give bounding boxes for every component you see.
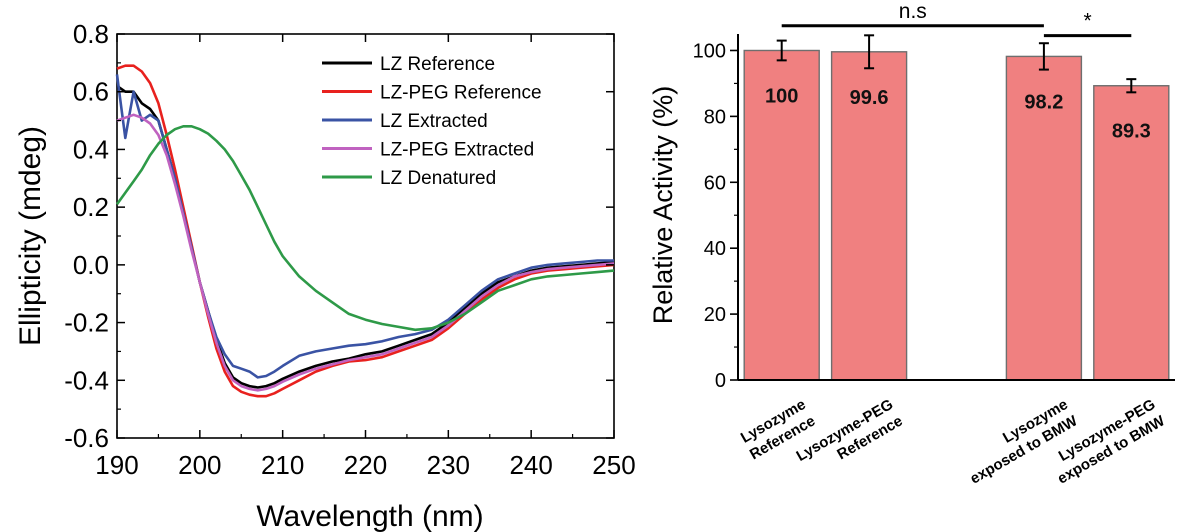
cd-y-tick-label: 0.8 bbox=[73, 19, 109, 49]
activity-y-ticks: 0 20 40 60 80 100 bbox=[693, 40, 738, 392]
cd-y-tick-label: 0.0 bbox=[73, 250, 109, 280]
activity-y-tick-label: 60 bbox=[704, 172, 726, 194]
activity-value-labels: 100 99.6 98.2 89.3 bbox=[765, 85, 1151, 142]
activity-bar bbox=[830, 51, 908, 381]
cd-y-axis-label: Ellipticity (mdeg) bbox=[14, 126, 47, 346]
cd-y-tick-label: -0.6 bbox=[64, 423, 109, 453]
activity-bar bbox=[743, 49, 820, 381]
cd-series-line-3 bbox=[116, 113, 615, 392]
legend-entry-label: LZ-PEG Extracted bbox=[380, 140, 534, 161]
relative-activity-chart: 100 99.6 98.2 89.3 0 20 40 60 80 100 LysozymeRef… bbox=[648, 0, 1175, 488]
activity-bar bbox=[1005, 55, 1083, 381]
activity-y-tick-label: 80 bbox=[704, 106, 726, 128]
cd-series-line-1 bbox=[116, 64, 615, 398]
cd-x-tick-label: 250 bbox=[592, 450, 635, 480]
bar-value-label: 99.6 bbox=[850, 87, 889, 109]
bar-value-label: 98.2 bbox=[1024, 91, 1063, 113]
cd-x-tick-label: 240 bbox=[509, 450, 552, 480]
bar-value-label: 89.3 bbox=[1112, 121, 1151, 143]
cd-legend: LZ Reference LZ-PEG Reference LZ Extracted… bbox=[322, 54, 542, 189]
cd-series-lines bbox=[115, 64, 615, 398]
significance-label: n.s bbox=[899, 0, 927, 23]
cd-y-tick-label: 0.4 bbox=[73, 134, 109, 164]
cd-x-ticks: 190 200 210 220 230 240 250 bbox=[95, 34, 636, 480]
significance-label: * bbox=[1084, 10, 1092, 33]
legend-entry-label: LZ Reference bbox=[380, 54, 495, 75]
cd-x-tick-label: 220 bbox=[344, 450, 387, 480]
activity-error-bars bbox=[776, 34, 1137, 94]
cd-x-axis-label: Wavelength (nm) bbox=[256, 500, 483, 532]
cd-series-line-2 bbox=[115, 74, 614, 379]
cd-x-tick-label: 230 bbox=[427, 450, 470, 480]
cd-x-tick-label: 190 bbox=[95, 450, 138, 480]
cd-y-tick-label: 0.2 bbox=[73, 192, 109, 222]
cd-spectra-chart: 190 200 210 220 230 240 250 -0.6 -0.4 -0.2 0.0 0.2… bbox=[14, 19, 636, 532]
cd-y-tick-label: 0.6 bbox=[73, 77, 109, 107]
cd-y-tick-label: -0.4 bbox=[64, 365, 109, 395]
legend-entry-label: LZ Denatured bbox=[380, 168, 496, 189]
cd-y-ticks: -0.6 -0.4 -0.2 0.0 0.2 0.4 0.6 0.8 bbox=[64, 19, 614, 453]
activity-bars bbox=[743, 49, 1170, 381]
cd-x-tick-label: 210 bbox=[261, 450, 304, 480]
activity-y-tick-label: 20 bbox=[704, 304, 726, 326]
legend-entry-label: LZ Extracted bbox=[380, 111, 488, 132]
cd-x-tick-label: 200 bbox=[178, 450, 221, 480]
activity-axes bbox=[737, 34, 1175, 381]
cd-series-line-4 bbox=[115, 125, 615, 332]
bar-value-label: 100 bbox=[765, 85, 798, 107]
activity-y-tick-label: 40 bbox=[704, 238, 726, 260]
activity-bar bbox=[1093, 85, 1170, 381]
cd-series-line-0 bbox=[116, 84, 615, 389]
significance-annotations: n.s * bbox=[781, 0, 1132, 38]
activity-y-tick-label: 0 bbox=[715, 370, 726, 392]
cd-y-tick-label: -0.2 bbox=[64, 308, 109, 338]
legend-entry-label: LZ-PEG Reference bbox=[380, 83, 542, 104]
activity-y-axis-label: Relative Activity (%) bbox=[648, 86, 678, 325]
activity-y-tick-label: 100 bbox=[693, 40, 726, 62]
